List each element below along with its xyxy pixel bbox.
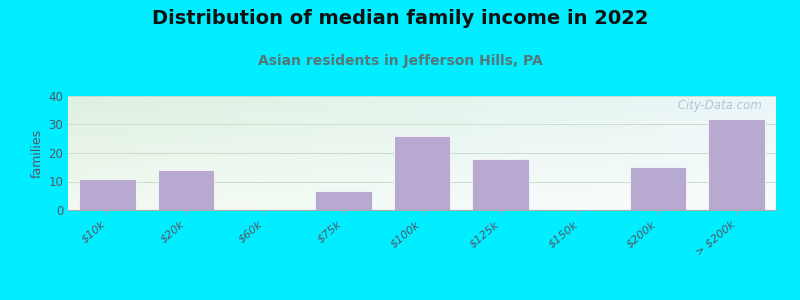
Bar (79, 178, 136, 210)
Y-axis label: families: families (31, 128, 44, 178)
Text: Asian residents in Jefferson Hills, PA: Asian residents in Jefferson Hills, PA (258, 54, 542, 68)
Bar (472, 159, 529, 210)
Text: City-Data.com: City-Data.com (674, 99, 762, 112)
Text: Distribution of median family income in 2022: Distribution of median family income in … (152, 9, 648, 28)
Bar (630, 167, 686, 210)
Bar (158, 170, 214, 210)
Bar (394, 136, 450, 210)
Bar (708, 119, 765, 210)
Bar (315, 191, 372, 210)
